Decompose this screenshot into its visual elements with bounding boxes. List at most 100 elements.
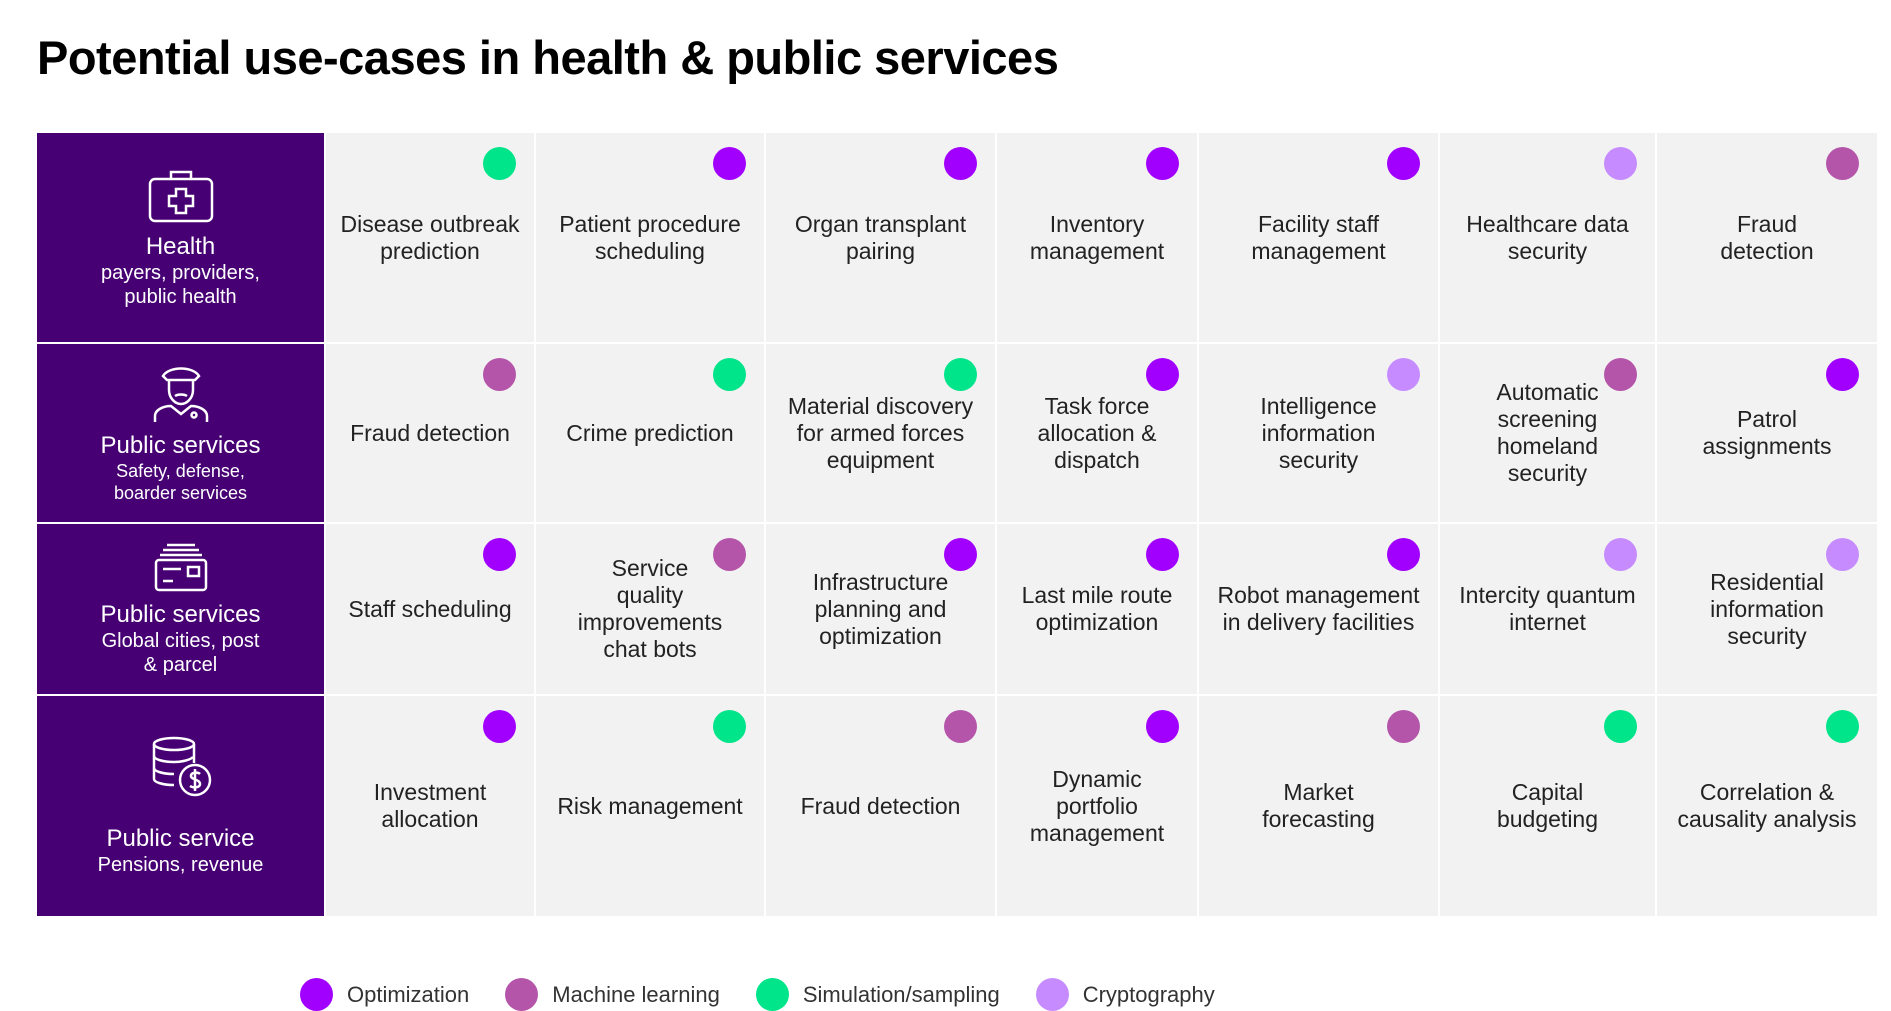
use-case-label: Investment allocation: [373, 779, 487, 832]
use-case-cell: Facility staff management: [1199, 133, 1438, 342]
use-case-label: Disease outbreak prediction: [340, 210, 520, 264]
category-dot: [1604, 538, 1637, 571]
legend-item-simulation: Simulation/sampling: [755, 978, 1000, 1011]
use-case-cell: Healthcare data security: [1440, 133, 1655, 342]
legend-dot: [755, 978, 789, 1011]
category-dot: [944, 147, 977, 180]
category-dot: [1146, 710, 1179, 743]
use-case-cell: Market forecasting: [1199, 696, 1438, 916]
use-case-cell: Crime prediction: [536, 344, 764, 522]
mail-parcel-icon: [154, 543, 207, 592]
category-dot: [944, 710, 977, 743]
use-case-label: Patient procedure scheduling: [559, 210, 741, 264]
legend-label: Cryptography: [1082, 981, 1215, 1007]
use-case-cell: Patient procedure scheduling: [536, 133, 764, 342]
use-case-label: Organ transplant pairing: [794, 210, 967, 264]
legend: Optimization Machine learning Simulation…: [300, 978, 1251, 1011]
row-subtitle: Global cities, post & parcel: [101, 630, 260, 676]
use-case-label: Intercity quantum internet: [1459, 582, 1636, 635]
category-dot: [713, 710, 746, 743]
use-case-cell: Risk management: [536, 696, 764, 916]
use-case-cell: Residential information security: [1657, 524, 1877, 694]
category-dot: [1604, 358, 1637, 391]
use-case-label: Facility staff management: [1251, 210, 1386, 264]
row-subtitle: Safety, defense, boarder services: [113, 461, 248, 503]
use-case-cell: Robot management in delivery facilities: [1199, 524, 1438, 694]
use-case-cell: Intelligence information security: [1199, 344, 1438, 522]
use-case-label: Patrol assignments: [1702, 406, 1832, 459]
category-dot: [713, 538, 746, 571]
row-subtitle: Pensions, revenue: [97, 854, 264, 876]
use-case-label: Correlation & causality analysis: [1677, 779, 1857, 832]
category-dot: [1826, 147, 1859, 180]
legend-label: Simulation/sampling: [802, 981, 1000, 1007]
use-case-label: Robot management in delivery facilities: [1217, 582, 1420, 635]
row-title: Public services: [100, 432, 261, 459]
use-case-label: Fraud detection: [350, 419, 510, 446]
category-dot: [1387, 710, 1420, 743]
officer-icon: [153, 367, 208, 422]
category-dot: [483, 358, 516, 391]
use-case-label: Last mile route optimization: [1021, 582, 1173, 635]
use-case-label: Task force allocation & dispatch: [1037, 392, 1157, 473]
use-case-cell: Fraud detection: [326, 344, 534, 522]
legend-item-cryptography: Cryptography: [1035, 978, 1215, 1011]
use-case-grid: Health payers, providers, public health …: [37, 133, 1877, 916]
row-title: Public services: [100, 601, 261, 628]
category-dot: [1146, 538, 1179, 571]
category-dot: [1387, 538, 1420, 571]
use-case-cell: Infrastructure planning and optimization: [766, 524, 995, 694]
use-case-cell: Service quality improvements chat bots: [536, 524, 764, 694]
use-case-cell: Fraud detection: [1657, 133, 1877, 342]
legend-label: Machine learning: [552, 981, 720, 1007]
use-case-cell: Staff scheduling: [326, 524, 534, 694]
row-subtitle: payers, providers, public health: [101, 261, 260, 308]
legend-item-optimization: Optimization: [300, 978, 469, 1011]
use-case-label: Staff scheduling: [348, 595, 512, 622]
use-case-cell: Material discovery for armed forces equi…: [766, 344, 995, 522]
category-dot: [713, 147, 746, 180]
category-dot: [1604, 147, 1637, 180]
use-case-label: Dynamic portfolio management: [1029, 765, 1165, 846]
row-header-health: Health payers, providers, public health: [37, 133, 324, 342]
use-case-cell: Patrol assignments: [1657, 344, 1877, 522]
use-case-cell: Capital budgeting: [1440, 696, 1655, 916]
category-dot: [1826, 710, 1859, 743]
use-case-label: Automatic screening homeland security: [1496, 379, 1599, 486]
category-dot: [944, 358, 977, 391]
legend-dot: [505, 978, 539, 1011]
use-case-label: Infrastructure planning and optimization: [812, 568, 949, 649]
use-case-label: Healthcare data security: [1466, 210, 1629, 264]
use-case-cell: Task force allocation & dispatch: [997, 344, 1197, 522]
row-title: Public service: [106, 825, 255, 852]
row-header-public-safety: Public services Safety, defense, boarder…: [37, 344, 324, 522]
category-dot: [483, 710, 516, 743]
row-header-public-cities: Public services Global cities, post & pa…: [37, 524, 324, 694]
use-case-cell: Fraud detection: [766, 696, 995, 916]
use-case-cell: Last mile route optimization: [997, 524, 1197, 694]
legend-dot: [1035, 978, 1069, 1011]
use-case-cell: Inventory management: [997, 133, 1197, 342]
use-case-label: Crime prediction: [566, 419, 734, 446]
use-case-cell: Organ transplant pairing: [766, 133, 995, 342]
category-dot: [1604, 710, 1637, 743]
use-case-label: Intelligence information security: [1260, 392, 1377, 473]
category-dot: [713, 358, 746, 391]
page-title: Potential use-cases in health & public s…: [37, 31, 1059, 84]
use-case-label: Market forecasting: [1262, 779, 1375, 832]
use-case-label: Risk management: [557, 792, 743, 819]
use-case-label: Fraud detection: [1720, 210, 1814, 264]
category-dot: [483, 538, 516, 571]
use-case-label: Capital budgeting: [1496, 779, 1599, 832]
legend-dot: [300, 978, 333, 1011]
row-title: Health: [145, 232, 216, 260]
use-case-cell: Disease outbreak prediction: [326, 133, 534, 342]
use-case-cell: Dynamic portfolio management: [997, 696, 1197, 916]
use-case-cell: Automatic screening homeland security: [1440, 344, 1655, 522]
use-case-cell: Intercity quantum internet: [1440, 524, 1655, 694]
use-case-label: Residential information security: [1710, 568, 1824, 649]
use-case-label: Material discovery for armed forces equi…: [787, 392, 974, 473]
category-dot: [483, 147, 516, 180]
legend-item-machine-learning: Machine learning: [505, 978, 720, 1011]
use-case-label: Inventory management: [1029, 210, 1165, 264]
